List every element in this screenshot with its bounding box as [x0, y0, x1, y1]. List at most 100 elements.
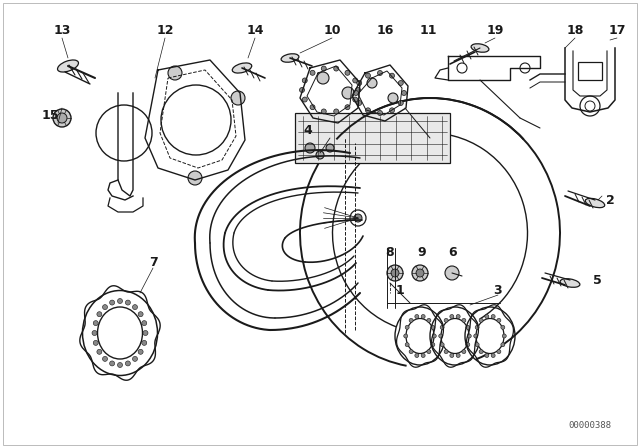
Circle shape	[321, 109, 326, 114]
Circle shape	[409, 349, 413, 353]
Circle shape	[365, 73, 371, 78]
Circle shape	[356, 81, 362, 86]
Circle shape	[93, 340, 99, 345]
Circle shape	[132, 305, 138, 310]
Circle shape	[444, 349, 448, 353]
Text: 1: 1	[396, 284, 404, 297]
Circle shape	[497, 319, 501, 323]
Text: 4: 4	[303, 124, 312, 137]
Circle shape	[462, 319, 466, 323]
Circle shape	[462, 349, 466, 353]
Circle shape	[310, 105, 315, 110]
Text: 2: 2	[605, 194, 614, 207]
Circle shape	[367, 78, 377, 88]
Circle shape	[479, 349, 483, 353]
Circle shape	[53, 109, 71, 127]
Circle shape	[125, 361, 131, 366]
Text: 10: 10	[323, 23, 340, 36]
Ellipse shape	[281, 54, 299, 62]
Circle shape	[467, 334, 471, 338]
Circle shape	[456, 314, 460, 319]
Text: 7: 7	[148, 257, 157, 270]
Circle shape	[445, 266, 459, 280]
Circle shape	[356, 100, 362, 105]
Circle shape	[353, 90, 358, 95]
Circle shape	[491, 353, 495, 358]
Text: 16: 16	[376, 23, 394, 36]
Circle shape	[132, 357, 138, 362]
Circle shape	[415, 353, 419, 358]
Ellipse shape	[586, 198, 605, 208]
Circle shape	[416, 269, 424, 277]
Circle shape	[300, 87, 305, 92]
Ellipse shape	[560, 279, 580, 287]
Circle shape	[326, 144, 334, 152]
Circle shape	[378, 111, 383, 116]
Text: 13: 13	[53, 23, 70, 36]
Circle shape	[109, 361, 115, 366]
Circle shape	[93, 321, 99, 326]
Circle shape	[333, 109, 339, 114]
Circle shape	[355, 87, 360, 92]
Circle shape	[444, 319, 448, 323]
Circle shape	[415, 314, 419, 319]
Circle shape	[387, 265, 403, 281]
Circle shape	[432, 334, 436, 338]
Circle shape	[125, 300, 131, 305]
Circle shape	[474, 334, 477, 338]
Circle shape	[421, 353, 425, 358]
Circle shape	[421, 314, 425, 319]
Circle shape	[427, 349, 431, 353]
Circle shape	[138, 349, 143, 354]
Bar	[578, 62, 602, 80]
Circle shape	[485, 353, 489, 358]
Ellipse shape	[476, 319, 504, 353]
Text: 19: 19	[486, 23, 504, 36]
Circle shape	[365, 108, 371, 113]
Circle shape	[404, 334, 408, 338]
Circle shape	[141, 340, 147, 345]
Circle shape	[305, 143, 315, 153]
Circle shape	[427, 319, 431, 323]
Circle shape	[109, 300, 115, 305]
Ellipse shape	[232, 63, 252, 73]
Circle shape	[466, 343, 470, 347]
Circle shape	[391, 269, 399, 277]
Circle shape	[231, 91, 245, 105]
Circle shape	[479, 319, 483, 323]
Circle shape	[475, 325, 479, 329]
Circle shape	[345, 70, 350, 75]
Ellipse shape	[441, 319, 469, 353]
Circle shape	[354, 214, 362, 222]
Circle shape	[405, 325, 409, 329]
Ellipse shape	[406, 319, 434, 353]
Circle shape	[310, 70, 315, 75]
Ellipse shape	[471, 44, 489, 52]
Circle shape	[431, 343, 435, 347]
Circle shape	[439, 334, 443, 338]
Circle shape	[138, 312, 143, 317]
Circle shape	[405, 343, 409, 347]
Circle shape	[168, 66, 182, 80]
Circle shape	[102, 305, 108, 310]
Circle shape	[188, 171, 202, 185]
Circle shape	[302, 78, 307, 83]
Text: 18: 18	[566, 23, 584, 36]
Circle shape	[502, 334, 506, 338]
Text: 17: 17	[608, 23, 626, 36]
Circle shape	[92, 331, 97, 336]
Circle shape	[143, 331, 148, 336]
Circle shape	[390, 108, 394, 113]
Circle shape	[345, 105, 350, 110]
Circle shape	[353, 97, 358, 102]
Circle shape	[97, 312, 102, 317]
Text: 9: 9	[418, 246, 426, 259]
Circle shape	[378, 70, 383, 76]
Ellipse shape	[58, 60, 79, 72]
Circle shape	[57, 113, 67, 123]
Circle shape	[317, 72, 329, 84]
Circle shape	[118, 362, 122, 367]
Circle shape	[390, 73, 394, 78]
Circle shape	[353, 78, 358, 83]
Circle shape	[342, 87, 354, 99]
